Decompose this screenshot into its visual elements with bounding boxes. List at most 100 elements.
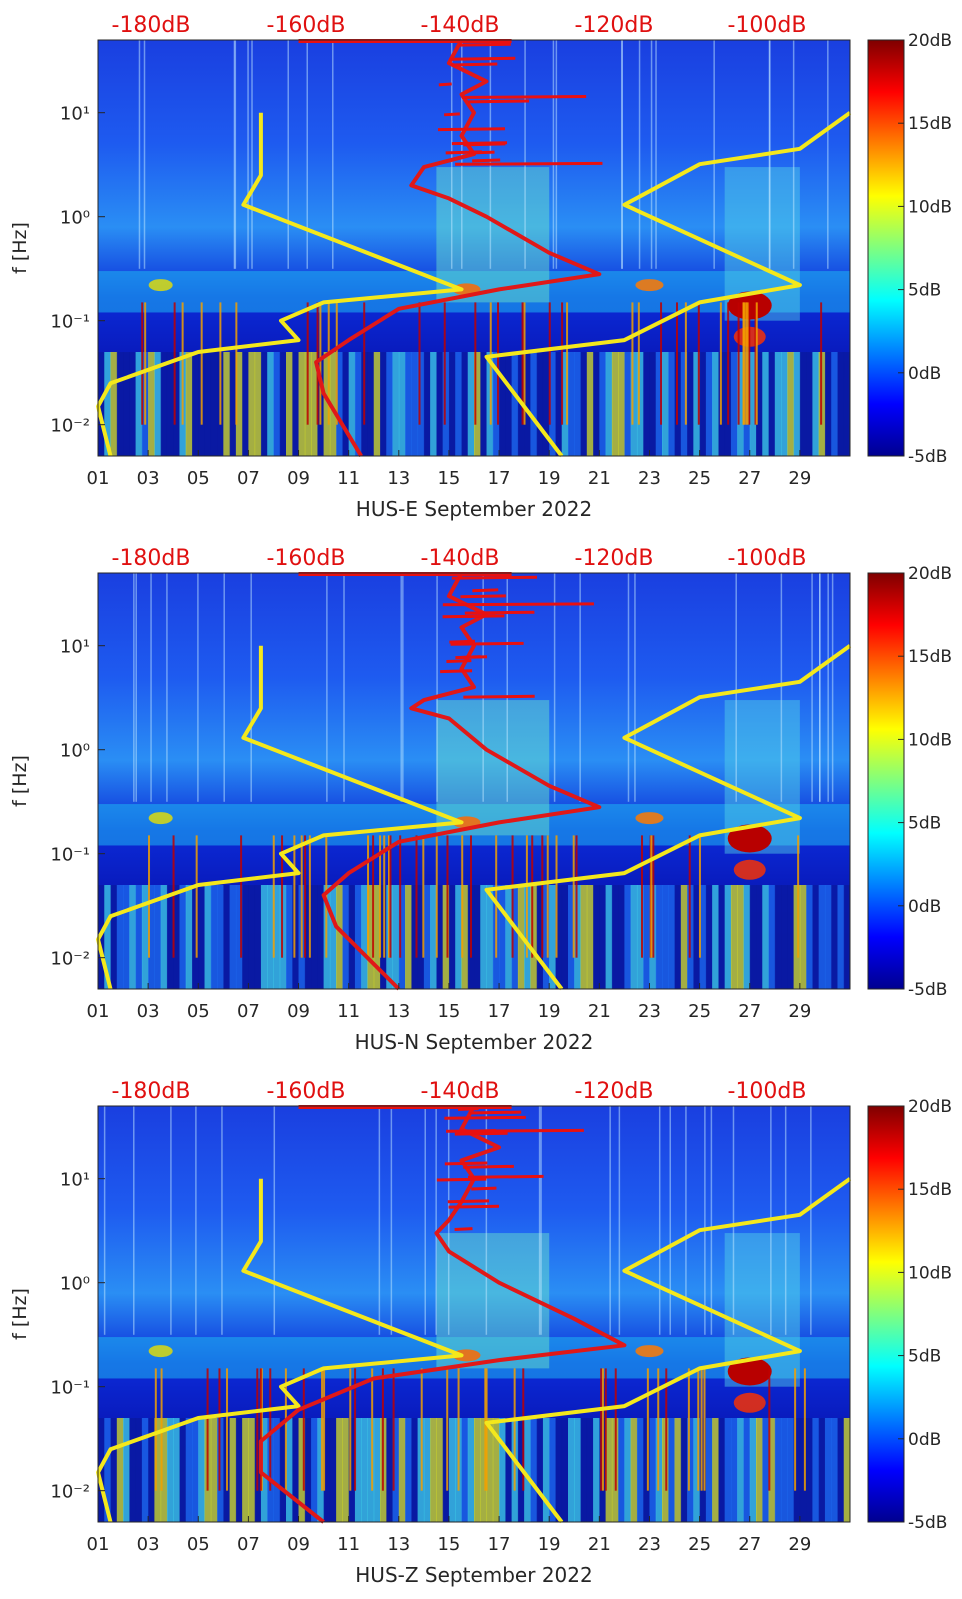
spectrogram-column bbox=[655, 885, 663, 989]
spectrogram-column bbox=[336, 885, 343, 989]
spectrogram-column bbox=[511, 352, 519, 456]
median-psd-scribble bbox=[437, 127, 506, 132]
hotspot bbox=[148, 812, 173, 825]
spectrogram-column bbox=[423, 885, 431, 989]
spectrogram-column bbox=[398, 352, 406, 456]
x-tick-label: 03 bbox=[137, 468, 160, 489]
spectrogram-column bbox=[467, 352, 475, 456]
x-tick-label: 07 bbox=[237, 1534, 260, 1555]
spectrogram-column bbox=[242, 352, 249, 456]
median-psd-scribble bbox=[472, 588, 499, 593]
spectrogram-column bbox=[317, 1418, 325, 1522]
spectrogram-column bbox=[574, 885, 582, 989]
noise-line bbox=[506, 573, 509, 802]
spectrogram-column bbox=[643, 1418, 650, 1522]
spectrogram-column bbox=[254, 352, 262, 456]
top-db-label: -140dB bbox=[421, 1079, 500, 1104]
y-tick-label: 10⁻² bbox=[50, 949, 90, 970]
noise-model-line bbox=[96, 645, 464, 990]
spectrogram-column bbox=[461, 1418, 469, 1522]
y-tick-label: 10¹ bbox=[60, 637, 90, 658]
transient-spike bbox=[349, 1368, 352, 1491]
transient-spike bbox=[144, 302, 147, 425]
y-tick-label: 10⁻¹ bbox=[50, 1378, 90, 1399]
spectrogram-column bbox=[298, 352, 306, 456]
spectrogram-column bbox=[818, 1418, 826, 1522]
colorbar-label: 15dB bbox=[908, 647, 952, 667]
spectrogram-column bbox=[536, 1418, 544, 1522]
noise-line bbox=[223, 573, 225, 802]
median-psd-scribble bbox=[444, 1161, 488, 1166]
spectrogram-column bbox=[116, 1418, 124, 1522]
noise-line bbox=[540, 1106, 542, 1335]
x-tick-label: 23 bbox=[638, 1534, 661, 1555]
spectrogram-panel-e: -180dB -160dB -140dB -120dB -100dB 01 03 05 07 09… bbox=[9, 13, 952, 521]
noise-line bbox=[555, 40, 558, 269]
spectrogram-column bbox=[611, 885, 619, 989]
spectrogram-column bbox=[329, 352, 337, 456]
median-psd-line bbox=[321, 572, 602, 991]
transient-spike bbox=[219, 302, 222, 425]
spectrogram-column bbox=[486, 1418, 494, 1522]
spectrogram-column bbox=[398, 885, 406, 989]
median-psd-scribble bbox=[442, 602, 594, 607]
median-psd-scribble bbox=[460, 594, 506, 599]
spectrogram-column bbox=[129, 1418, 137, 1522]
x-tick-label: 25 bbox=[688, 1534, 711, 1555]
spectrogram-column bbox=[511, 885, 519, 989]
spectrogram-column bbox=[267, 352, 274, 456]
colorbar-label: 15dB bbox=[908, 114, 952, 134]
spectrogram-column bbox=[486, 885, 494, 989]
median-psd-line bbox=[258, 1105, 627, 1524]
transient-spike bbox=[461, 835, 464, 958]
median-psd-scribble bbox=[449, 56, 516, 61]
transient-spike bbox=[484, 1368, 487, 1491]
x-tick-label: 21 bbox=[588, 1001, 611, 1022]
spectrogram-column bbox=[411, 1418, 419, 1522]
transient-spike bbox=[697, 302, 700, 425]
colorbar bbox=[867, 1105, 905, 1523]
noise-line bbox=[287, 40, 289, 269]
x-tick-label: 23 bbox=[638, 1001, 661, 1022]
spectrogram-column bbox=[499, 1418, 506, 1522]
median-psd-scribble bbox=[445, 150, 482, 155]
transient-spike bbox=[525, 835, 528, 958]
transient-spike bbox=[703, 1368, 706, 1491]
median-psd-scribble bbox=[448, 1204, 500, 1209]
spectrogram-column bbox=[361, 885, 368, 989]
spectrogram-column bbox=[417, 885, 425, 989]
transient-spike bbox=[319, 302, 322, 425]
noise-line bbox=[402, 573, 404, 802]
spectrogram-column bbox=[442, 352, 450, 456]
noise-model-line bbox=[484, 111, 852, 458]
transient-spike bbox=[354, 1368, 357, 1491]
noise-line bbox=[400, 573, 402, 802]
spectrogram-column bbox=[273, 1418, 281, 1522]
hotspot bbox=[733, 1392, 766, 1413]
spectrogram-column bbox=[229, 1418, 237, 1522]
colorbar-label: 5dB bbox=[908, 281, 941, 301]
spectrogram-column bbox=[104, 885, 112, 989]
spectrogram-column bbox=[304, 885, 312, 989]
spectrogram-column bbox=[248, 885, 256, 989]
transient-spike bbox=[631, 302, 634, 425]
spectrogram-column bbox=[166, 885, 174, 989]
transient-spike bbox=[561, 302, 564, 425]
spectrogram-column bbox=[386, 1418, 394, 1522]
spectrogram-column bbox=[749, 885, 757, 989]
colorbar-label: 20dB bbox=[908, 1097, 952, 1117]
spectrogram-column bbox=[392, 1418, 400, 1522]
spectrogram-column bbox=[605, 352, 613, 456]
spectrogram-column bbox=[242, 1418, 249, 1522]
x-tick-label: 29 bbox=[788, 1534, 811, 1555]
median-psd-line bbox=[314, 39, 602, 458]
spectrogram-column bbox=[154, 1418, 162, 1522]
noise-line bbox=[627, 573, 630, 802]
transient-spike bbox=[604, 1368, 607, 1491]
spectrogram-column bbox=[248, 1418, 256, 1522]
spectrogram-column bbox=[160, 885, 168, 989]
x-tick-label: 01 bbox=[87, 468, 110, 489]
spectrogram-column bbox=[116, 352, 124, 456]
spectrogram-column bbox=[568, 1418, 575, 1522]
spectrogram-column bbox=[756, 885, 763, 989]
